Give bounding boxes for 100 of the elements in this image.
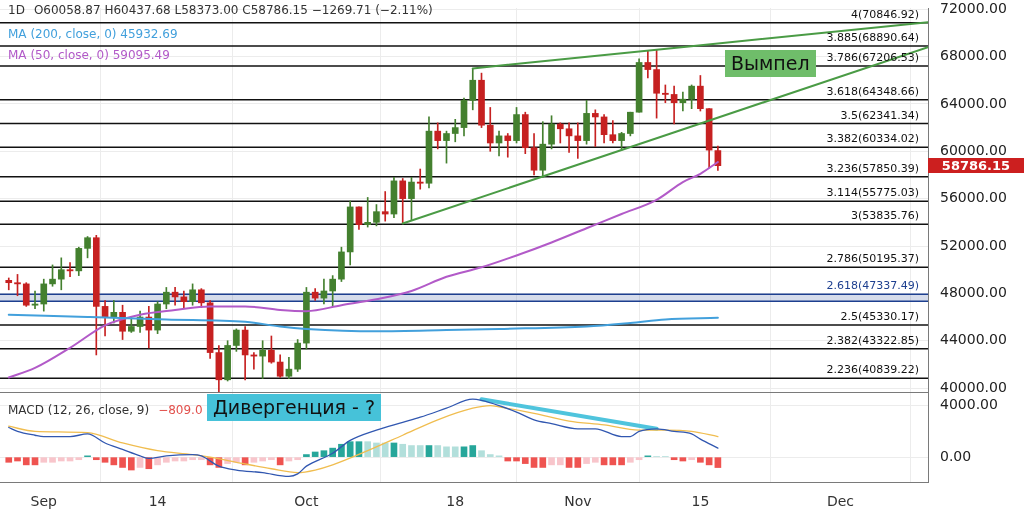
bar [57,457,65,462]
bar [381,442,389,457]
ref-line-label: 3.618(64348.66) [826,84,919,98]
y-tick-label: 72000.00 [940,0,1007,16]
ref-line-label: 2.5(45330.17) [840,309,919,323]
bar [101,457,109,463]
x-tick-label: Oct [294,493,320,510]
bar [697,457,704,463]
bar [110,457,118,466]
bar [688,457,695,461]
y-tick-label: 68000.00 [940,47,1007,64]
y-tick-label: 56000.00 [940,189,1007,206]
ref-line-label: 3.236(57850.39) [826,161,919,175]
bar [92,457,100,461]
bar [276,457,284,466]
bar [31,457,39,466]
bar [250,457,258,463]
text: MA (50, close, 0) 59095.49 [8,48,171,62]
bar [714,457,722,468]
ref-line-label: 2.236(40839.22) [826,363,919,377]
bar [75,457,83,461]
bar [521,457,529,464]
x-tick-label: 14 [148,493,167,510]
text: MA (200, close, 0) 45932.69 [8,27,178,41]
bar [583,457,590,464]
ref-line-label: 3.885(68890.64) [826,31,919,44]
bar [416,445,424,457]
bar [320,450,328,457]
bar [609,457,617,466]
bar [364,441,372,457]
ref-line-label: 2.786(50195.37) [826,252,919,266]
bar [705,457,713,466]
bar [40,457,48,463]
x-tick-label: 15 [691,493,710,510]
bar [539,457,547,468]
ref-line-label: 2.618(47337.49) [826,279,919,293]
bar [478,450,485,457]
bar [346,441,354,457]
bar [198,457,205,461]
y-tick-label: 40000.00 [940,378,1007,395]
bar [127,457,135,471]
y-tick-label: 0.00 [940,447,972,464]
bar [469,445,477,457]
ref-line-label: 3(53835.76) [850,209,919,223]
text: 58786.15 [928,158,1024,174]
bar [627,457,634,463]
x-tick-label: Sep [30,493,58,510]
bar [425,445,433,457]
bar [530,457,538,468]
text: MACD (12, 26, close, 9) [8,403,150,417]
bar [136,457,144,468]
y-tick-label: 44000.00 [940,331,1007,348]
bar [408,445,415,457]
bar [268,457,275,461]
bar [670,457,678,461]
x-tick-label: Dec [826,493,854,510]
chart-subtitle: O60058.87 H60437.68 L58373.00 C58786.15 −1269.71 (−2.11%) [33,3,433,17]
ref-line-label: 3.382(60334.02) [826,132,919,146]
bar [556,457,564,466]
bar [504,457,512,462]
bar [259,457,266,462]
bar [565,457,573,468]
ref-line-label: 3.114(55775.03) [826,186,919,200]
y-tick-label: 4000.00 [940,396,998,413]
bar [618,457,625,466]
bar [399,443,407,457]
ref-line-label: 3.5(62341.34) [840,108,919,122]
annotation: Вымпел [724,50,816,78]
bar [635,457,643,461]
bar [513,457,520,462]
chart-title: 1D [8,3,25,17]
text: −809.0 [158,403,203,417]
bar [591,457,599,463]
bar [486,454,494,457]
bar [294,457,301,461]
line-series [7,313,719,333]
x-tick-label: 18 [446,493,465,510]
bar [14,457,21,462]
bar [5,457,13,463]
bar [163,457,170,463]
x-tick-label: Nov [564,493,592,510]
bar [311,451,319,457]
ref-line-label: 4(70846.92) [850,7,919,21]
y-tick-label: 48000.00 [940,284,1007,301]
y-tick-label: 64000.00 [940,94,1007,111]
bar [303,454,310,457]
ref-line-label: 2.382(43322.85) [826,333,919,347]
bar [574,457,582,468]
bar [548,457,555,466]
bar [434,445,442,457]
bar [22,457,30,466]
bar [189,457,196,461]
annotation: Дивергенция - ? [207,394,381,421]
bar [443,446,450,457]
y-tick-label: 52000.00 [940,236,1007,253]
bar [119,457,126,468]
bar [451,446,459,457]
bar [49,457,56,463]
bar [600,457,608,466]
y-tick-label: 60000.00 [940,141,1007,158]
